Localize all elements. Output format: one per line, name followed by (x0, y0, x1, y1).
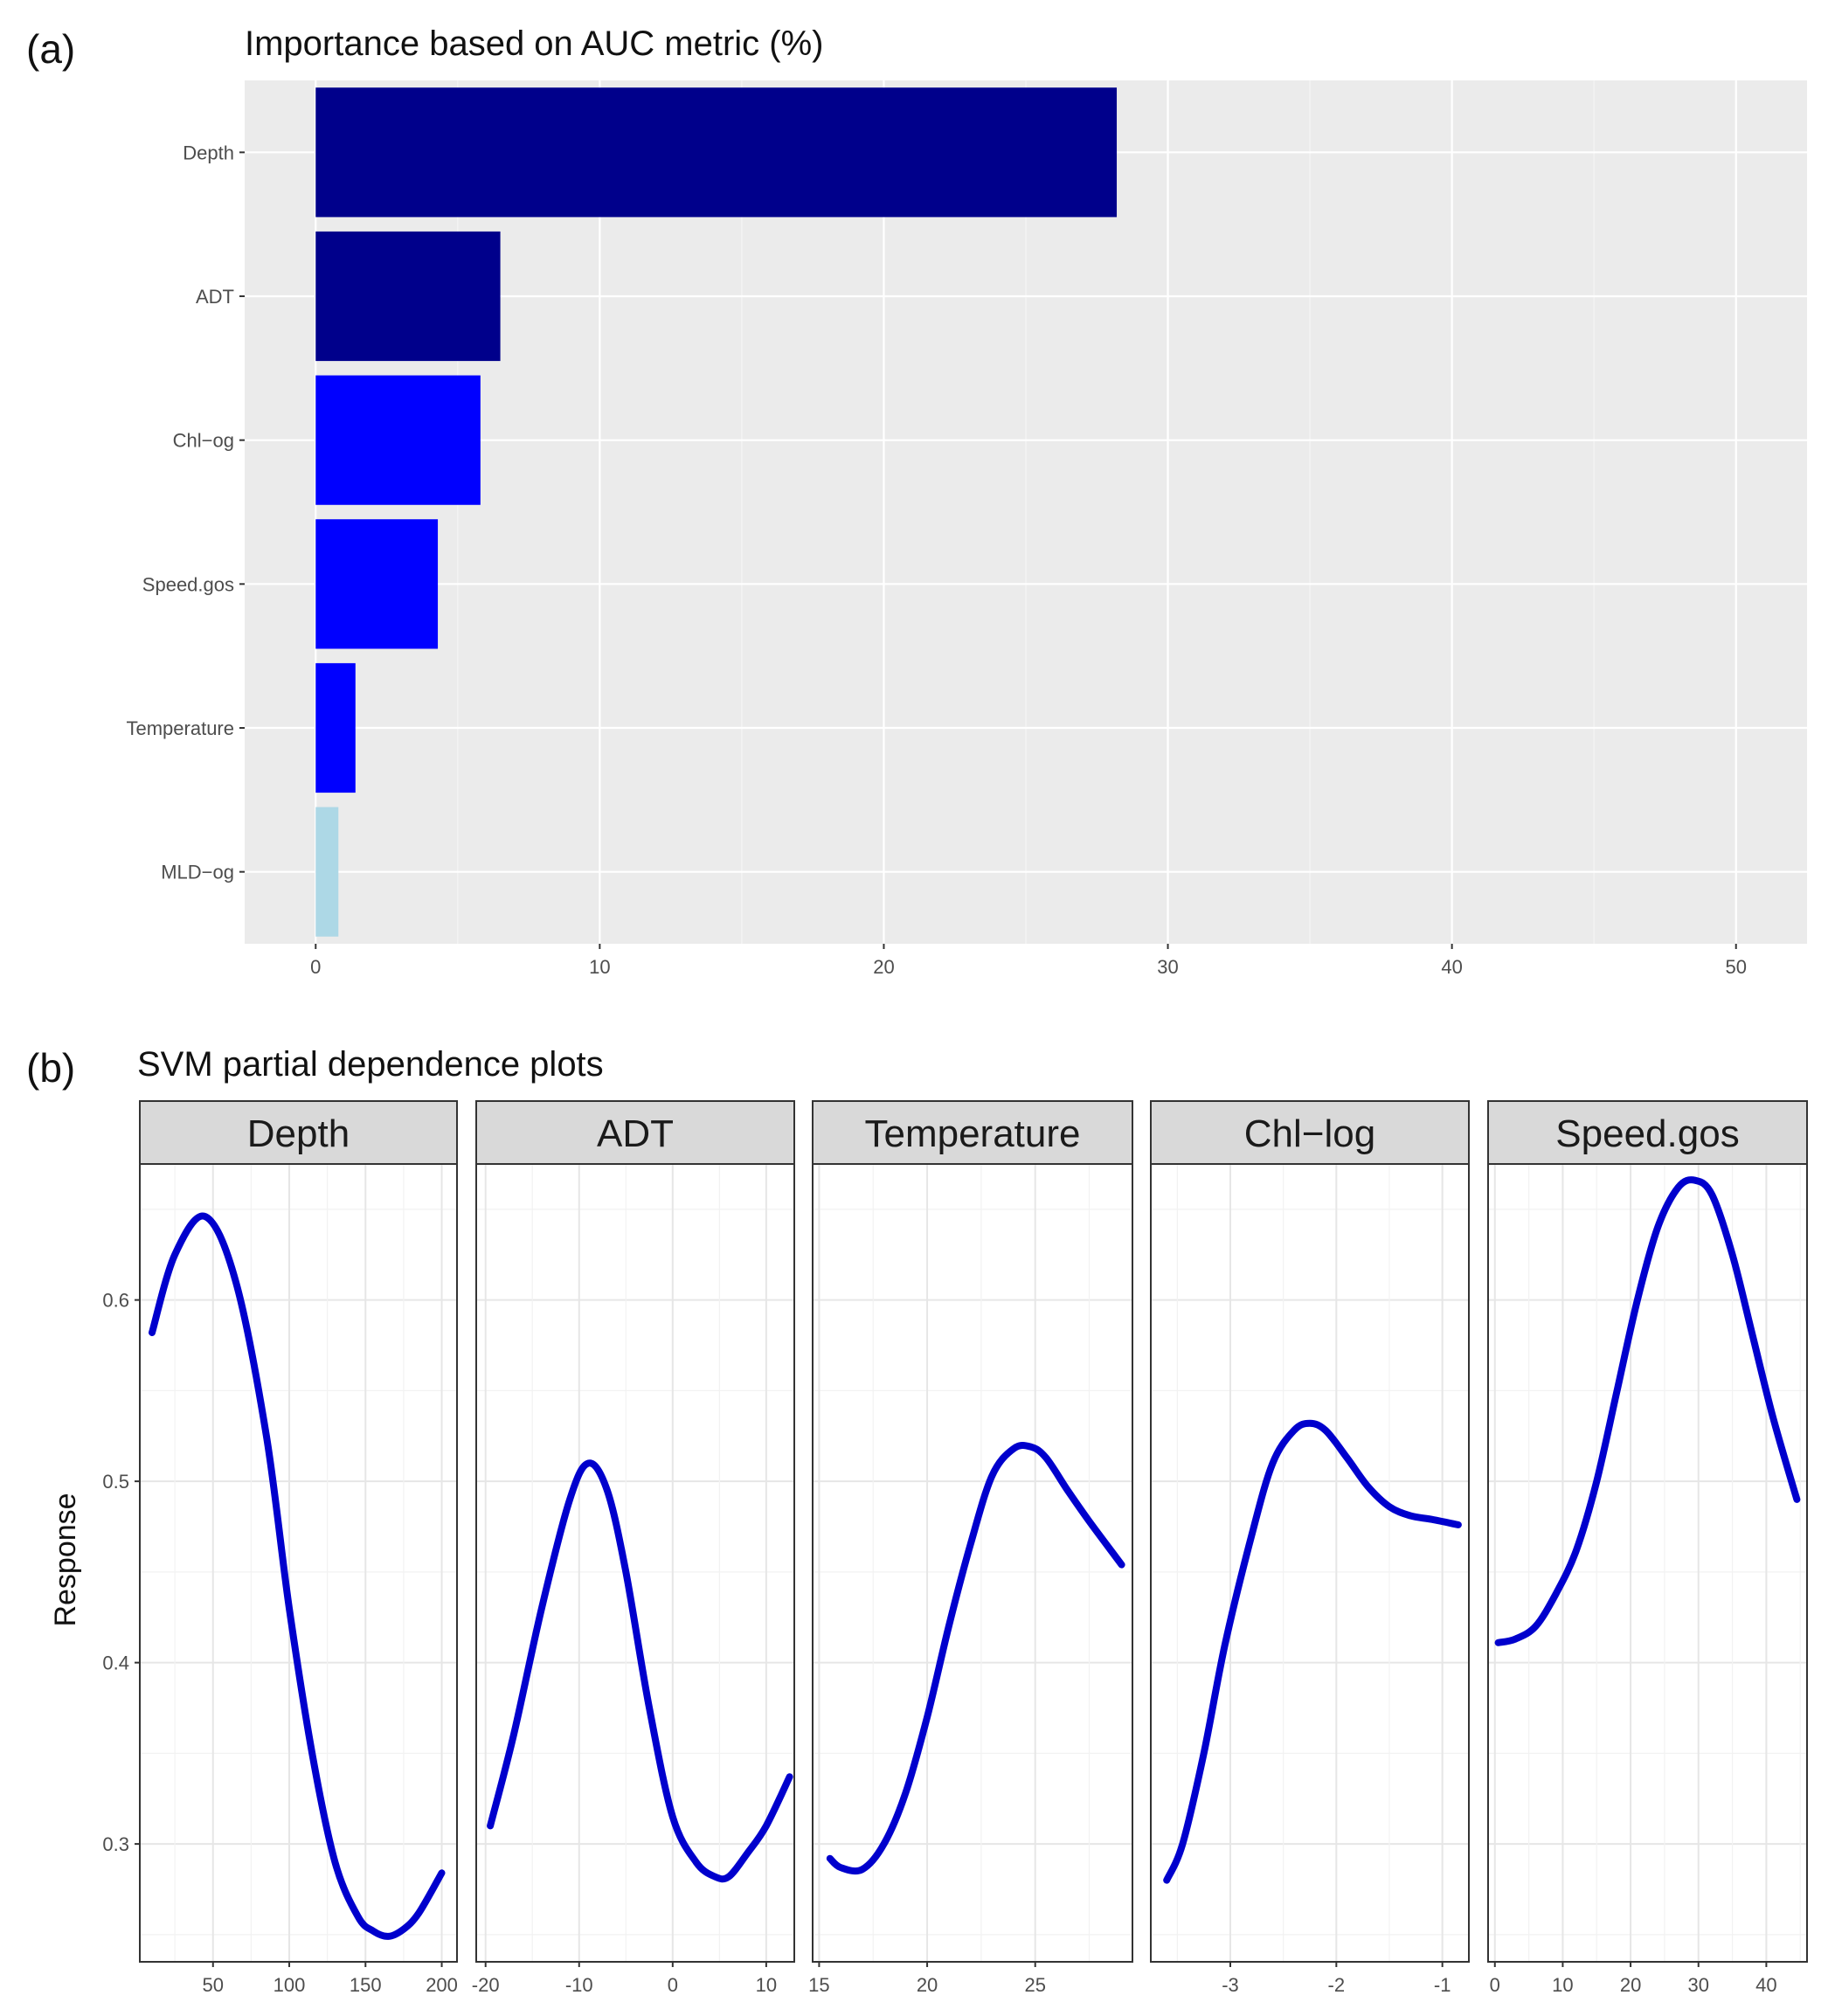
facet-strip-label: ADT (597, 1112, 674, 1155)
facet-background (813, 1164, 1132, 1962)
y-axis-label: Response (49, 1493, 82, 1626)
facet-3: Chl−log -3 -2 -1 (1150, 1100, 1470, 1996)
facet-background (1488, 1164, 1807, 1962)
x-tick-label: 100 (274, 1974, 306, 1996)
x-tick-label: 50 (203, 1974, 224, 1996)
x-tick-label: 0 (668, 1974, 678, 1996)
facet-strip (139, 1100, 458, 1165)
x-tick-label: 40 (1755, 1974, 1776, 1996)
bar-5 (315, 807, 339, 937)
response-line-1 (487, 1459, 793, 1883)
bar-1 (315, 231, 501, 362)
x-tick-label: 0 (1490, 1974, 1500, 1996)
facet-1: ADT -20 -10 0 10 (472, 1100, 795, 1996)
facet-background (1151, 1164, 1469, 1962)
facet-strip-label: Chl−log (1244, 1112, 1375, 1155)
panel-a-label: (a) (26, 26, 75, 72)
x-tick-label: -20 (472, 1974, 500, 1996)
y-tick-label: Speed.gos (142, 573, 234, 595)
y-tick-label: ADT (196, 286, 234, 308)
panel-b-title: SVM partial dependence plots (137, 1045, 604, 1084)
y-tick-label: MLD−og (161, 862, 234, 883)
y-tick-label: Chl−og (173, 430, 234, 452)
facet-strip (812, 1100, 1133, 1165)
x-tick-label: 10 (756, 1974, 777, 1996)
importance-bar-chart: Depth ADT Chl−og Speed.gos Temperature MLD−og… (126, 80, 1807, 978)
y-tick-label: 0.6 (102, 1290, 129, 1312)
bar-0 (315, 87, 1118, 218)
x-tick-label: 0 (310, 956, 321, 978)
facet-strip-label: Speed.gos (1555, 1112, 1739, 1155)
x-tick-label: 20 (873, 956, 894, 978)
bar-3 (315, 519, 439, 649)
x-tick-label: 30 (1688, 1974, 1709, 1996)
x-tick-label: 25 (1024, 1974, 1045, 1996)
bar-2 (315, 375, 481, 505)
facet-2: Temperature 15 20 25 (808, 1100, 1133, 1996)
facet-0: Depth 50 100 150 200 0.3 0.4 0.5 0.6 (102, 1100, 458, 1996)
facet-background (140, 1164, 457, 1962)
facet-strip (1150, 1100, 1470, 1165)
x-tick-label: 40 (1441, 956, 1462, 978)
response-line-2 (826, 1442, 1125, 1875)
x-tick-label: -10 (565, 1974, 593, 1996)
y-tick-label: Temperature (126, 717, 234, 739)
x-tick-label: 200 (426, 1974, 458, 1996)
x-tick-label: 30 (1157, 956, 1178, 978)
x-tick-label: -2 (1328, 1974, 1346, 1996)
y-tick-label: 0.3 (102, 1833, 129, 1855)
x-tick-label: 10 (1552, 1974, 1573, 1996)
y-tick-label: 0.5 (102, 1471, 129, 1493)
x-tick-label: -1 (1434, 1974, 1451, 1996)
panel-a-title: Importance based on AUC metric (%) (245, 24, 823, 63)
facet-strip (475, 1100, 795, 1165)
x-tick-label: 15 (808, 1974, 829, 1996)
bar-4 (315, 662, 356, 793)
facet-4: Speed.gos 0 10 20 30 40 (1487, 1100, 1808, 1996)
x-tick-label: -3 (1222, 1974, 1239, 1996)
facet-strip (1487, 1100, 1808, 1165)
panel-b-label: (b) (26, 1045, 75, 1091)
facet-strip-label: Depth (247, 1112, 350, 1155)
x-tick-label: 20 (917, 1974, 938, 1996)
x-tick-label: 20 (1620, 1974, 1641, 1996)
facet-background (476, 1164, 794, 1962)
y-tick-label: Depth (183, 142, 234, 163)
response-line-4 (1494, 1176, 1801, 1646)
x-tick-label: 150 (350, 1974, 382, 1996)
y-tick-label: 0.4 (102, 1652, 129, 1674)
response-line-3 (1163, 1419, 1462, 1884)
x-tick-label: 10 (589, 956, 610, 978)
response-line-0 (149, 1212, 446, 1940)
x-tick-label: 50 (1725, 956, 1746, 978)
facet-strip-label: Temperature (864, 1112, 1080, 1155)
